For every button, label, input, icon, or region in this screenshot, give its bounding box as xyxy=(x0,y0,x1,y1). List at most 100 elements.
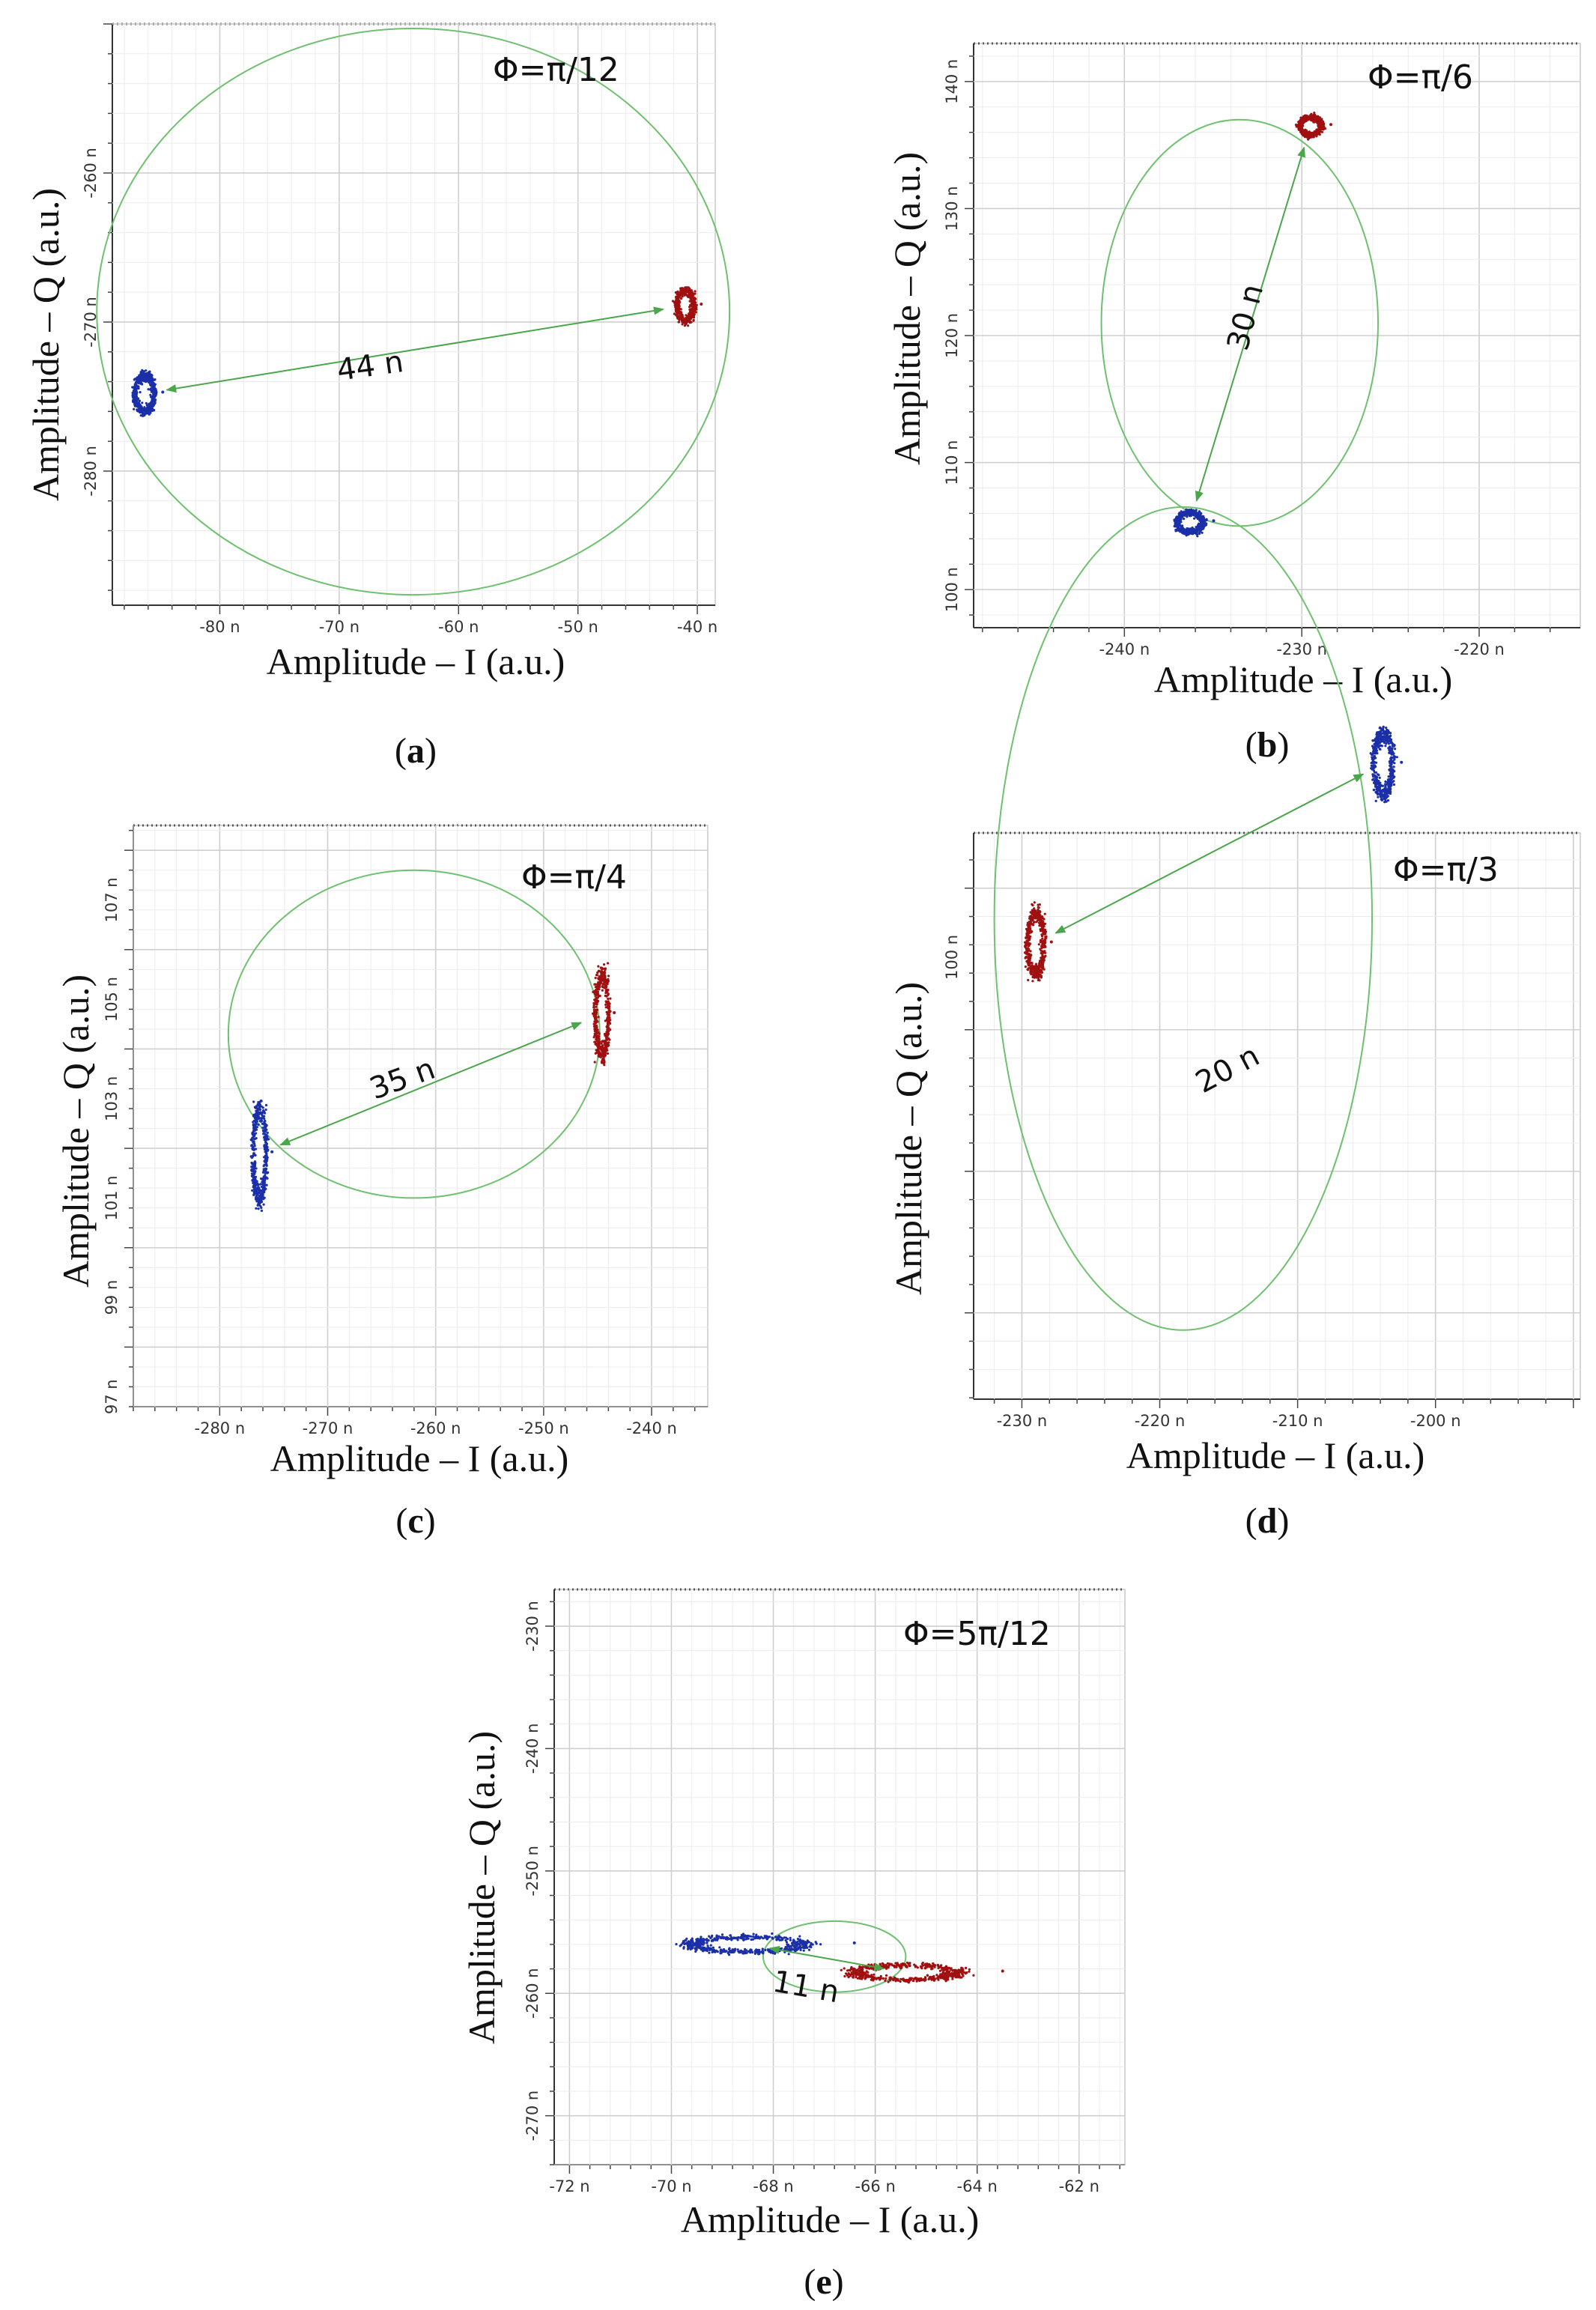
data-point xyxy=(253,1192,256,1195)
data-point xyxy=(138,381,141,384)
data-point xyxy=(597,1016,600,1019)
data-point xyxy=(601,1046,604,1049)
data-point xyxy=(679,313,682,316)
data-point xyxy=(151,403,154,406)
x-tick-label: -220 n xyxy=(1454,640,1505,658)
data-point xyxy=(747,1950,750,1953)
data-point xyxy=(1042,933,1045,936)
data-point xyxy=(677,292,681,295)
data-point xyxy=(607,1024,610,1028)
data-point xyxy=(133,398,136,401)
distance-arrow xyxy=(279,1022,583,1146)
data-point xyxy=(265,1151,268,1154)
data-point xyxy=(1380,792,1383,795)
data-point xyxy=(1042,942,1045,945)
distance-arrow xyxy=(166,306,664,393)
data-point xyxy=(1320,121,1323,124)
data-point xyxy=(1177,523,1180,526)
data-point xyxy=(1040,963,1043,966)
data-point xyxy=(593,983,596,986)
data-point xyxy=(682,1946,685,1949)
data-point xyxy=(600,1042,603,1045)
data-point xyxy=(604,1003,607,1006)
panel-a-phase-label: Φ=π/12 xyxy=(493,51,619,89)
data-point xyxy=(708,1935,711,1938)
data-point xyxy=(607,1015,610,1018)
data-point xyxy=(694,1950,697,1953)
data-point xyxy=(771,1951,774,1955)
data-point xyxy=(595,1033,598,1037)
data-point xyxy=(774,1935,777,1938)
x-tick-label: -200 n xyxy=(1410,1412,1461,1430)
data-point xyxy=(1382,789,1386,792)
data-point xyxy=(678,306,681,309)
data-point xyxy=(1384,799,1387,802)
data-point xyxy=(1044,928,1047,932)
data-point xyxy=(256,1188,259,1191)
data-point xyxy=(595,1019,598,1022)
data-point xyxy=(1389,789,1392,792)
data-point xyxy=(595,1005,598,1008)
data-point xyxy=(607,1042,610,1045)
data-point xyxy=(688,287,691,291)
data-point xyxy=(1036,974,1039,977)
data-point xyxy=(263,1181,267,1184)
data-point xyxy=(143,377,146,380)
data-point xyxy=(252,1172,255,1175)
data-point xyxy=(605,1001,608,1004)
data-point xyxy=(1314,120,1317,123)
data-point xyxy=(678,296,681,299)
data-point xyxy=(1042,930,1045,933)
data-point xyxy=(147,410,150,413)
data-point xyxy=(1376,752,1379,755)
data-point xyxy=(1314,133,1317,136)
data-point xyxy=(1038,924,1041,927)
outlier-point xyxy=(1400,760,1404,764)
data-point xyxy=(1185,534,1188,537)
data-point xyxy=(593,1010,596,1013)
data-point xyxy=(1177,515,1180,518)
data-point xyxy=(1305,133,1308,136)
data-point xyxy=(593,1061,596,1064)
y-tick-label: 110 n xyxy=(943,440,961,485)
data-point xyxy=(1378,776,1381,779)
data-point xyxy=(265,1138,268,1142)
data-point xyxy=(151,381,154,385)
distance-arrow xyxy=(1055,773,1365,934)
data-point xyxy=(252,1100,255,1103)
data-point xyxy=(1031,965,1034,968)
data-point xyxy=(1025,956,1028,959)
data-point xyxy=(1309,118,1312,121)
data-point xyxy=(1041,920,1044,923)
data-point xyxy=(1191,530,1194,533)
data-point xyxy=(692,1944,695,1947)
data-point xyxy=(1376,789,1379,792)
data-point xyxy=(1024,945,1027,948)
data-point xyxy=(604,986,608,989)
data-point xyxy=(264,1108,267,1112)
data-point xyxy=(143,407,146,410)
data-point xyxy=(260,1200,263,1203)
data-point xyxy=(819,1943,822,1946)
data-point xyxy=(1027,927,1030,930)
data-point xyxy=(138,399,141,402)
data-point xyxy=(1374,785,1377,788)
data-point xyxy=(688,315,692,318)
data-point xyxy=(1316,132,1319,135)
data-point xyxy=(253,1185,256,1188)
x-tick-label: -280 n xyxy=(195,1419,246,1437)
data-point xyxy=(1032,971,1035,974)
data-point xyxy=(607,1010,610,1013)
data-point xyxy=(1028,930,1031,933)
data-point xyxy=(133,404,136,407)
data-point xyxy=(1038,922,1041,925)
data-point xyxy=(1377,740,1380,744)
data-point xyxy=(1040,958,1043,961)
data-point xyxy=(690,289,694,292)
data-point xyxy=(1033,901,1036,904)
data-point xyxy=(675,300,679,303)
panel-a-x-axis-label: Amplitude – I (a.u.) xyxy=(267,640,565,682)
data-point xyxy=(603,1060,606,1063)
data-point xyxy=(1388,781,1391,784)
data-point xyxy=(1043,955,1046,958)
